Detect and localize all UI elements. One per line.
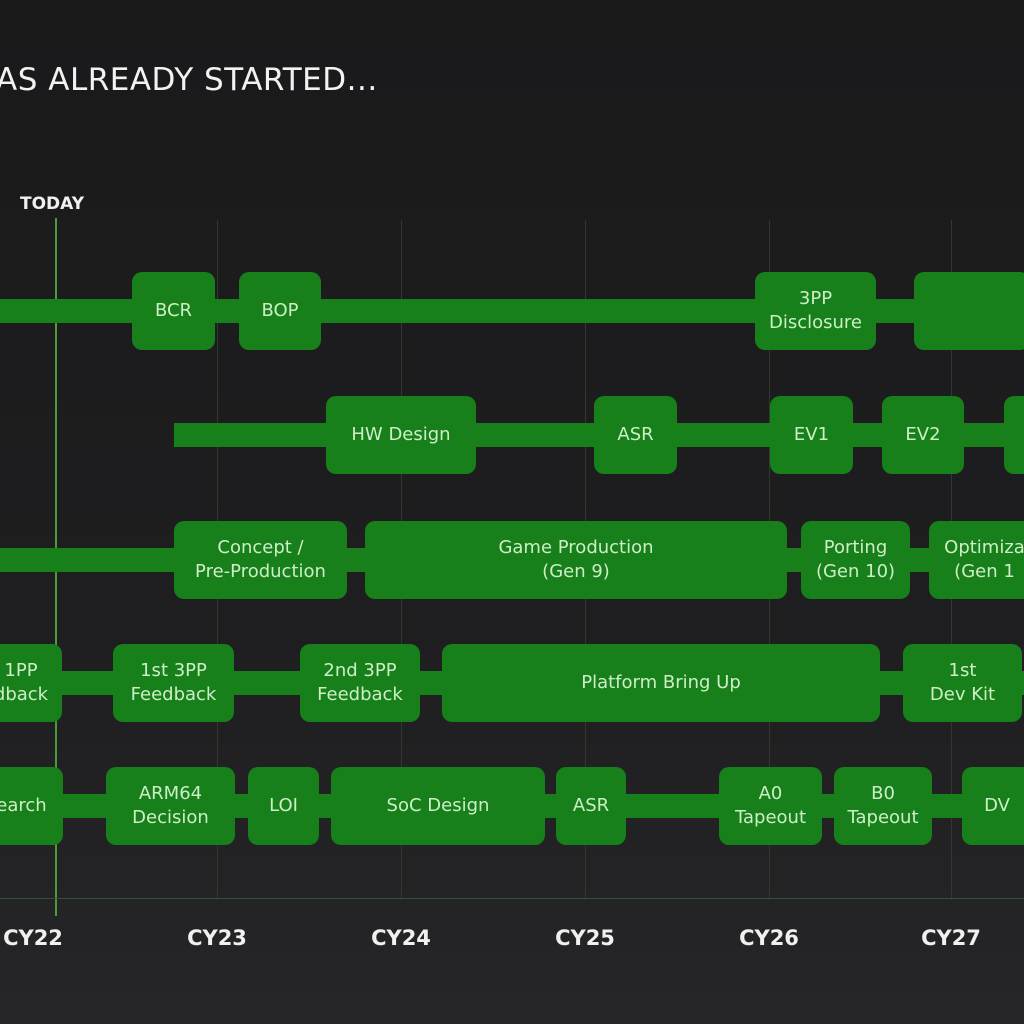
today-label: TODAY: [20, 194, 84, 214]
milestone-box: Concept / Pre-Production: [174, 521, 347, 599]
milestone-box: A0 Tapeout: [719, 767, 822, 845]
year-label: CY23: [187, 926, 247, 950]
milestone-label: (Gen 1: [954, 561, 1015, 582]
milestone-box: [1004, 396, 1024, 474]
milestone-box: LOI: [248, 767, 319, 845]
milestone-label: Pre-Production: [195, 561, 326, 582]
milestone-label: Porting: [823, 537, 888, 558]
milestone-box: 1st Dev Kit: [903, 644, 1022, 722]
milestone-label: HW Design: [351, 424, 451, 445]
milestone-box: B0 Tapeout: [834, 767, 932, 845]
milestone-label: Disclosure: [768, 312, 862, 333]
milestone-label: SoC Design: [386, 795, 490, 816]
year-label: CY25: [555, 926, 615, 950]
milestone-label: BCR: [154, 300, 193, 321]
milestone-box: Porting (Gen 10): [801, 521, 910, 599]
milestone-box: 1PP dback: [0, 644, 62, 722]
milestone-label: B0: [871, 783, 895, 804]
milestone-label: Tapeout: [847, 807, 919, 828]
milestone-box: DV: [962, 767, 1024, 845]
milestone-label: Decision: [132, 807, 209, 828]
milestone-box: Game Production (Gen 9): [365, 521, 787, 599]
milestone-box: ASR: [594, 396, 677, 474]
year-label: CY27: [921, 926, 981, 950]
milestone-label: Tapeout: [734, 807, 807, 828]
milestone-label: Optimiza: [944, 537, 1024, 558]
milestone-box: Optimiza (Gen 1: [929, 521, 1024, 599]
milestone-label: Game Production: [498, 537, 654, 558]
milestone-box: earch: [0, 767, 63, 845]
milestone-label: LOI: [269, 795, 298, 816]
milestone-label: DV: [984, 795, 1010, 816]
milestone-label: A0: [758, 783, 783, 804]
milestone-label: BOP: [261, 300, 299, 321]
milestone-box: EV2: [882, 396, 964, 474]
milestone-label: Feedback: [317, 684, 403, 705]
milestone-box: 3PP Disclosure: [755, 272, 876, 350]
milestone-label: EV2: [905, 424, 941, 445]
year-label: CY22: [3, 926, 63, 950]
milestone-box: EV1: [770, 396, 853, 474]
milestone-label: ASR: [572, 795, 610, 816]
milestone-label: Feedback: [130, 684, 217, 705]
timeline-axis: [0, 898, 1024, 899]
milestone-label: ASR: [617, 424, 654, 445]
milestone-label: (Gen 9): [542, 561, 610, 582]
slide-title: AS ALREADY STARTED...: [0, 62, 378, 98]
milestone-box: BOP: [239, 272, 321, 350]
milestone-label: (Gen 10): [815, 561, 896, 582]
milestone-label: earch: [0, 795, 47, 816]
milestone-box: ARM64 Decision: [106, 767, 235, 845]
milestone-label: Dev Kit: [929, 684, 996, 705]
year-label: CY26: [739, 926, 799, 950]
milestone-label: 1st 3PP: [140, 660, 207, 681]
milestone-label: Platform Bring Up: [581, 672, 741, 693]
milestone-box: ASR: [556, 767, 626, 845]
milestone-box: [914, 272, 1024, 350]
milestone-label: ARM64: [138, 783, 203, 804]
milestone-label: 1PP: [4, 660, 38, 681]
milestone-box: 2nd 3PP Feedback: [300, 644, 420, 722]
milestone-box: Platform Bring Up: [442, 644, 880, 722]
milestone-box: BCR: [132, 272, 215, 350]
milestone-label: Concept /: [217, 537, 304, 558]
milestone-box: SoC Design: [331, 767, 545, 845]
milestone-box: 1st 3PP Feedback: [113, 644, 234, 722]
milestone-label: EV1: [793, 424, 830, 445]
milestone-box: HW Design: [326, 396, 476, 474]
milestone-label: 2nd 3PP: [323, 660, 397, 681]
year-label: CY24: [371, 926, 431, 950]
milestone-label: 1st: [948, 660, 977, 681]
milestone-label: dback: [0, 684, 49, 705]
milestone-label: 3PP: [798, 288, 833, 309]
